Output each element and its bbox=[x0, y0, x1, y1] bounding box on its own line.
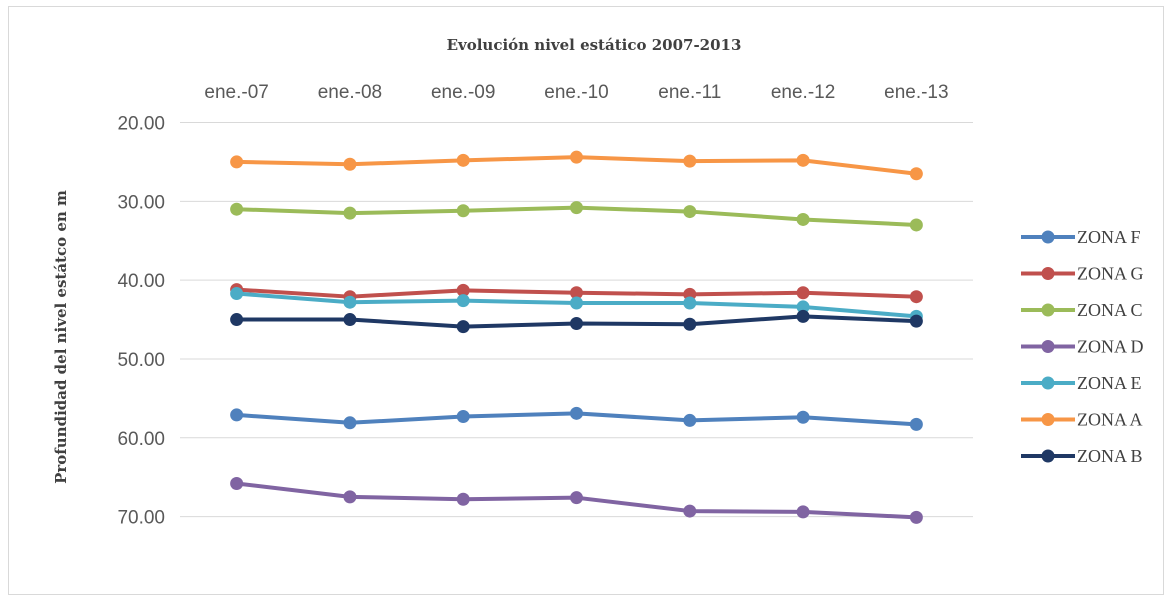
data-point bbox=[343, 157, 357, 171]
data-point bbox=[343, 416, 357, 430]
data-point bbox=[570, 491, 583, 505]
series-zona-b bbox=[230, 309, 923, 334]
data-point bbox=[570, 286, 583, 300]
data-point bbox=[343, 490, 357, 504]
line-chart: Evolución nivel estático 2007-2013 Profu… bbox=[52, 36, 1144, 529]
legend-label: ZONA D bbox=[1077, 337, 1144, 357]
data-point bbox=[909, 167, 923, 181]
chart-title: Evolución nivel estático 2007-2013 bbox=[447, 36, 742, 54]
data-point bbox=[570, 316, 583, 330]
data-point bbox=[456, 283, 470, 297]
data-point bbox=[909, 218, 923, 232]
data-point bbox=[343, 206, 357, 220]
series-zona-f bbox=[230, 406, 923, 431]
legend-item: ZONA A bbox=[1021, 410, 1143, 430]
data-point bbox=[909, 417, 923, 431]
data-point bbox=[683, 205, 697, 219]
series-zona-d bbox=[230, 476, 923, 524]
data-point bbox=[909, 290, 923, 304]
y-tick-label: 30.00 bbox=[117, 192, 165, 213]
data-point bbox=[796, 286, 810, 300]
data-point bbox=[796, 410, 810, 424]
legend-swatch-marker bbox=[1041, 376, 1055, 390]
legend-item: ZONA C bbox=[1021, 300, 1143, 320]
data-point bbox=[909, 510, 923, 524]
data-point bbox=[230, 202, 244, 216]
data-point bbox=[456, 409, 470, 423]
data-point bbox=[230, 476, 244, 490]
y-tick-label: 60.00 bbox=[117, 429, 165, 450]
data-point bbox=[683, 504, 697, 518]
y-tick-labels: 20.00 30.00 40.00 50.00 60.00 70.00 bbox=[117, 114, 165, 529]
x-tick-label: ene.-07 bbox=[204, 82, 268, 103]
data-point bbox=[683, 296, 697, 310]
legend-swatch-marker bbox=[1041, 449, 1055, 463]
legend-swatch-marker bbox=[1041, 230, 1055, 244]
data-point bbox=[456, 320, 470, 334]
legend-label: ZONA E bbox=[1077, 373, 1142, 393]
legend-swatch-marker bbox=[1041, 413, 1055, 426]
data-point bbox=[343, 295, 357, 309]
y-tick-label: 20.00 bbox=[117, 114, 165, 135]
data-point bbox=[570, 150, 583, 164]
x-tick-label: ene.-12 bbox=[771, 82, 835, 103]
legend-label: ZONA G bbox=[1077, 264, 1144, 284]
x-tick-label: ene.-13 bbox=[884, 82, 948, 103]
legend-label: ZONA B bbox=[1077, 446, 1143, 466]
series-zona-a bbox=[230, 150, 923, 181]
x-tick-label: ene.-08 bbox=[318, 82, 382, 103]
data-point bbox=[796, 153, 810, 167]
legend-swatch-marker bbox=[1041, 303, 1055, 317]
x-tick-labels: ene.-07 ene.-08 ene.-09 ene.-10 ene.-11 ene.-… bbox=[204, 82, 948, 103]
legend-item: ZONA D bbox=[1021, 337, 1144, 357]
data-point bbox=[456, 153, 470, 167]
legend-swatch-marker bbox=[1041, 267, 1055, 280]
data-point bbox=[683, 413, 697, 427]
x-tick-label: ene.-10 bbox=[544, 82, 608, 103]
y-tick-label: 70.00 bbox=[117, 508, 165, 529]
data-point bbox=[909, 314, 923, 328]
data-point bbox=[230, 408, 244, 422]
data-point bbox=[343, 313, 357, 327]
data-point bbox=[570, 201, 583, 215]
legend: ZONA F ZONA G ZONA C ZONA D ZONA E ZONA A ZONA… bbox=[1021, 227, 1144, 466]
legend-label: ZONA C bbox=[1077, 300, 1143, 320]
x-tick-label: ene.-09 bbox=[431, 82, 495, 103]
data-point bbox=[456, 204, 470, 218]
gridlines bbox=[180, 122, 973, 518]
data-point bbox=[683, 154, 697, 168]
chart-area: Evolución nivel estático 2007-2013 Profu… bbox=[8, 6, 1164, 595]
x-tick-label: ene.-11 bbox=[658, 82, 721, 103]
data-point bbox=[796, 505, 810, 519]
data-point bbox=[570, 296, 583, 310]
legend-item: ZONA B bbox=[1021, 446, 1143, 466]
series-zona-c bbox=[230, 201, 923, 232]
legend-item: ZONA E bbox=[1021, 373, 1142, 393]
data-point bbox=[230, 155, 244, 169]
legend-swatch-marker bbox=[1041, 340, 1055, 353]
data-point bbox=[230, 287, 244, 301]
data-point bbox=[796, 309, 810, 323]
y-axis-label: Profundidad del nivel estátco en m bbox=[52, 190, 70, 484]
legend-label: ZONA F bbox=[1077, 227, 1141, 247]
data-point bbox=[796, 212, 810, 226]
legend-item: ZONA G bbox=[1021, 264, 1144, 284]
data-point bbox=[230, 313, 244, 327]
legend-item: ZONA F bbox=[1021, 227, 1141, 247]
y-tick-label: 50.00 bbox=[117, 350, 165, 371]
data-point bbox=[683, 317, 697, 331]
data-point bbox=[456, 294, 470, 308]
legend-label: ZONA A bbox=[1077, 410, 1143, 430]
data-point bbox=[796, 300, 810, 314]
data-point bbox=[570, 406, 583, 420]
series-lines bbox=[230, 150, 923, 524]
data-point bbox=[456, 492, 470, 506]
y-tick-label: 40.00 bbox=[117, 271, 165, 292]
